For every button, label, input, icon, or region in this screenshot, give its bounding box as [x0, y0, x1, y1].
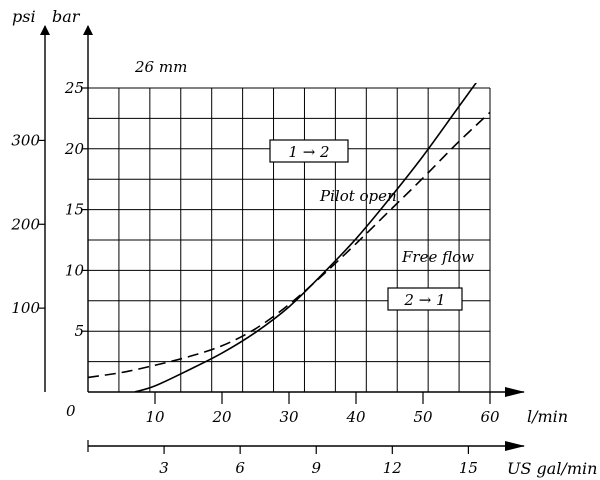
x-tick-label: 60 — [480, 408, 500, 426]
y2-axis-label: psi — [12, 7, 36, 26]
series-line-pilot-open — [134, 83, 477, 392]
x2-tick-label: 12 — [383, 459, 402, 477]
reverse-direction-box: 2 → 1 — [387, 287, 463, 311]
x2-tick-label: 6 — [235, 459, 245, 477]
x-origin-label: 0 — [66, 402, 76, 420]
pilot-open-label: Pilot open — [319, 187, 397, 205]
x2-tick-label: 15 — [459, 459, 478, 477]
y-tick-label: 20 — [64, 140, 85, 158]
x-tick-label: 40 — [345, 408, 366, 426]
chart-ticks: 5 10 15 20 25 100 200 300 10 20 30 40 50 60 3 6 9 12 15 — [10, 79, 500, 477]
chart-series — [87, 83, 491, 392]
forward-direction-box: 1 → 2 — [269, 139, 349, 163]
y-tick-label: 15 — [65, 201, 84, 219]
x2-tick-label: 9 — [311, 459, 321, 477]
x-tick-label: 50 — [413, 408, 433, 426]
y-tick-label: 10 — [65, 261, 85, 279]
y2-tick-label: 100 — [11, 299, 40, 317]
y2-tick-label: 300 — [11, 131, 40, 149]
x-axis-label: l/min — [527, 407, 568, 426]
x-tick-label: 20 — [211, 408, 232, 426]
x2-axis-label: US gal/min — [507, 459, 597, 478]
x2-tick-label: 3 — [159, 459, 169, 477]
chart-axes — [40, 25, 525, 452]
y-tick-label: 5 — [74, 322, 84, 340]
chart-title: 26 mm — [134, 58, 187, 76]
y-tick-label: 25 — [64, 79, 84, 97]
chart-grid — [87, 87, 491, 393]
series-line-free-flow — [87, 111, 491, 379]
x-tick-label: 30 — [279, 408, 299, 426]
y2-tick-label: 200 — [10, 215, 40, 233]
forward-direction-label: 1 → 2 — [288, 143, 329, 161]
free-flow-label: Free flow — [401, 248, 474, 266]
reverse-direction-label: 2 → 1 — [403, 291, 445, 309]
x-tick-label: 10 — [145, 408, 165, 426]
y-axis-label: bar — [52, 7, 81, 26]
